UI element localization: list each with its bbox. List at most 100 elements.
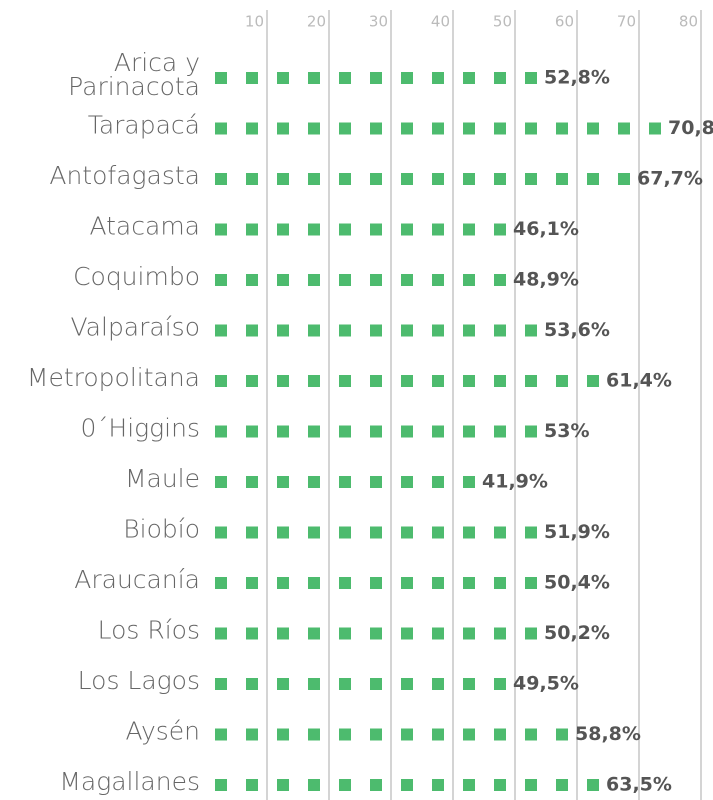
square: [339, 375, 351, 387]
square: [401, 627, 413, 640]
value-label: 58,8%: [575, 723, 641, 745]
value-label: 67,7%: [637, 168, 703, 190]
square: [308, 122, 320, 135]
square: [463, 122, 475, 135]
bar: [215, 274, 506, 286]
square: [370, 375, 382, 387]
square: [432, 173, 444, 185]
category-label: Coquimbo: [73, 262, 200, 291]
value-label: 41,9%: [482, 471, 548, 493]
category-label: Los Ríos: [98, 616, 200, 645]
square: [277, 324, 289, 337]
square: [370, 476, 382, 488]
square: [463, 728, 475, 741]
square: [494, 375, 506, 387]
square: [215, 526, 227, 539]
square: [463, 526, 475, 539]
square: [246, 223, 258, 236]
square: [370, 122, 382, 135]
square: [339, 627, 351, 640]
square: [494, 324, 506, 337]
square: [494, 728, 506, 741]
category-label: Los Lagos: [78, 666, 200, 695]
square: [401, 324, 413, 337]
square: [463, 324, 475, 337]
square: [308, 526, 320, 539]
square: [277, 173, 289, 185]
square: [525, 627, 537, 640]
square: [308, 425, 320, 438]
square: [556, 728, 568, 741]
square: [401, 72, 413, 84]
square: [494, 173, 506, 185]
square: [308, 627, 320, 640]
square: [463, 627, 475, 640]
square: [339, 526, 351, 539]
square: [246, 728, 258, 741]
square: [370, 577, 382, 589]
square: [339, 173, 351, 185]
square: [432, 72, 444, 84]
square: [277, 779, 289, 791]
square: [494, 223, 506, 236]
bar: [215, 173, 630, 185]
square: [463, 375, 475, 387]
square: [215, 173, 227, 185]
square: [246, 375, 258, 387]
square: [494, 122, 506, 135]
value-label: 52,8%: [544, 67, 610, 89]
square: [401, 173, 413, 185]
square: [401, 728, 413, 741]
square: [339, 728, 351, 741]
x-tick-label: 80: [679, 13, 698, 31]
square: [556, 122, 568, 135]
square: [370, 728, 382, 741]
category-label: Aysén: [126, 717, 200, 746]
value-label: 46,1%: [513, 218, 579, 240]
bar: [215, 627, 537, 640]
square: [246, 274, 258, 286]
square: [277, 274, 289, 286]
square: [370, 324, 382, 337]
value-label: 70,8%: [668, 117, 713, 139]
square: [339, 779, 351, 791]
square: [494, 627, 506, 640]
category-label: Biobío: [123, 515, 200, 544]
square: [339, 476, 351, 488]
square: [432, 476, 444, 488]
square: [277, 122, 289, 135]
square: [308, 476, 320, 488]
x-tick-label: 40: [431, 13, 450, 31]
category-label: Metropolitana: [27, 363, 200, 392]
category-label: 0´Higgins: [80, 414, 200, 443]
square: [432, 526, 444, 539]
square: [308, 678, 320, 690]
square: [370, 425, 382, 438]
square: [525, 526, 537, 539]
square: [215, 122, 227, 135]
square: [587, 375, 599, 387]
x-tick-label: 60: [555, 13, 574, 31]
square: [370, 223, 382, 236]
square: [525, 72, 537, 84]
square: [246, 476, 258, 488]
value-label: 50,4%: [544, 572, 610, 594]
square: [277, 526, 289, 539]
square: [246, 627, 258, 640]
square: [215, 476, 227, 488]
square: [215, 375, 227, 387]
x-tick-label: 10: [245, 13, 264, 31]
square: [215, 223, 227, 236]
square: [432, 223, 444, 236]
square: [556, 375, 568, 387]
category-label: Araucanía: [74, 565, 200, 594]
square: [339, 72, 351, 84]
square: [432, 375, 444, 387]
square: [463, 425, 475, 438]
value-label: 49,5%: [513, 673, 579, 695]
square: [525, 375, 537, 387]
square: [246, 425, 258, 438]
square: [463, 779, 475, 791]
square: [401, 476, 413, 488]
